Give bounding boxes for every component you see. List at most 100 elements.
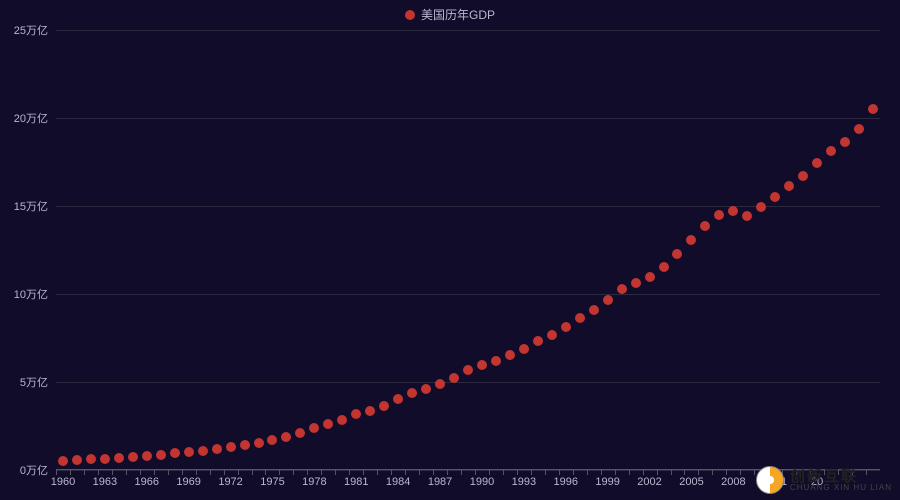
data-point[interactable] (714, 210, 724, 220)
data-point[interactable] (156, 450, 166, 460)
data-point[interactable] (868, 104, 878, 114)
data-point[interactable] (184, 447, 194, 457)
brand-text: 创新互联 CHUANG XIN HU LIAN (790, 469, 892, 492)
data-point[interactable] (365, 406, 375, 416)
x-tick-mark (698, 470, 699, 475)
legend-label: 美国历年GDP (421, 6, 495, 23)
data-point[interactable] (463, 365, 473, 375)
x-tick-label: 2005 (679, 470, 703, 488)
x-tick-label: 2008 (721, 470, 745, 488)
data-point[interactable] (784, 181, 794, 191)
data-point[interactable] (561, 322, 571, 332)
y-tick-label: 25万亿 (14, 22, 56, 38)
data-point[interactable] (617, 284, 627, 294)
data-point[interactable] (742, 211, 752, 221)
x-tick-mark (545, 470, 546, 475)
data-point[interactable] (645, 272, 655, 282)
data-point[interactable] (351, 409, 361, 419)
x-tick-mark (126, 470, 127, 475)
x-tick-mark (671, 470, 672, 475)
gdp-chart: 美国历年GDP 0万亿5万亿10万亿15万亿20万亿25万亿1960196319… (0, 0, 900, 500)
x-tick-label: 1978 (302, 470, 326, 488)
x-tick-label: 1993 (512, 470, 536, 488)
data-point[interactable] (435, 379, 445, 389)
legend-dot-icon (405, 10, 415, 20)
x-tick-mark (335, 470, 336, 475)
data-point[interactable] (393, 394, 403, 404)
data-point[interactable] (254, 438, 264, 448)
data-point[interactable] (603, 295, 613, 305)
data-point[interactable] (198, 446, 208, 456)
data-point[interactable] (659, 262, 669, 272)
legend-item[interactable]: 美国历年GDP (405, 6, 495, 23)
data-point[interactable] (421, 384, 431, 394)
y-tick-label: 20万亿 (14, 110, 56, 126)
x-tick-mark (573, 470, 574, 475)
data-point[interactable] (812, 158, 822, 168)
data-point[interactable] (547, 330, 557, 340)
data-point[interactable] (281, 432, 291, 442)
data-point[interactable] (505, 350, 515, 360)
data-point[interactable] (226, 442, 236, 452)
data-point[interactable] (575, 313, 585, 323)
grid-line (56, 118, 880, 119)
data-point[interactable] (672, 249, 682, 259)
data-point[interactable] (589, 305, 599, 315)
data-point[interactable] (756, 202, 766, 212)
data-point[interactable] (631, 278, 641, 288)
data-point[interactable] (798, 171, 808, 181)
data-point[interactable] (72, 455, 82, 465)
data-point[interactable] (379, 401, 389, 411)
plot-area: 0万亿5万亿10万亿15万亿20万亿25万亿196019631966196919… (56, 30, 880, 470)
x-tick-label: 1975 (260, 470, 284, 488)
data-point[interactable] (212, 444, 222, 454)
data-point[interactable] (323, 419, 333, 429)
x-tick-label: 1996 (554, 470, 578, 488)
x-tick-mark (461, 470, 462, 475)
data-point[interactable] (686, 235, 696, 245)
data-point[interactable] (240, 440, 250, 450)
y-tick-label: 5万亿 (20, 374, 56, 390)
data-point[interactable] (170, 448, 180, 458)
x-tick-mark (740, 470, 741, 475)
data-point[interactable] (449, 373, 459, 383)
x-tick-mark (419, 470, 420, 475)
data-point[interactable] (491, 356, 501, 366)
data-point[interactable] (267, 435, 277, 445)
data-point[interactable] (770, 192, 780, 202)
x-tick-mark (112, 470, 113, 475)
x-tick-mark (405, 470, 406, 475)
data-point[interactable] (407, 388, 417, 398)
data-point[interactable] (519, 344, 529, 354)
data-point[interactable] (477, 360, 487, 370)
data-point[interactable] (309, 423, 319, 433)
brand-logo-icon (756, 466, 784, 494)
data-point[interactable] (728, 206, 738, 216)
data-point[interactable] (295, 428, 305, 438)
data-point[interactable] (142, 451, 152, 461)
data-point[interactable] (100, 454, 110, 464)
data-point[interactable] (840, 137, 850, 147)
data-point[interactable] (114, 453, 124, 463)
watermark: 创新互联 CHUANG XIN HU LIAN (756, 466, 892, 494)
x-tick-mark (321, 470, 322, 475)
x-tick-mark (531, 470, 532, 475)
data-point[interactable] (854, 124, 864, 134)
x-tick-label: 1972 (218, 470, 242, 488)
data-point[interactable] (337, 415, 347, 425)
y-tick-label: 10万亿 (14, 286, 56, 302)
data-point[interactable] (700, 221, 710, 231)
x-tick-mark (363, 470, 364, 475)
data-point[interactable] (86, 454, 96, 464)
grid-line (56, 294, 880, 295)
x-tick-mark (238, 470, 239, 475)
x-tick-mark (447, 470, 448, 475)
data-point[interactable] (826, 146, 836, 156)
data-point[interactable] (533, 336, 543, 346)
brand-name-en: CHUANG XIN HU LIAN (790, 484, 892, 492)
x-tick-mark (712, 470, 713, 475)
data-point[interactable] (128, 452, 138, 462)
data-point[interactable] (58, 456, 68, 466)
x-tick-mark (293, 470, 294, 475)
grid-line (56, 382, 880, 383)
